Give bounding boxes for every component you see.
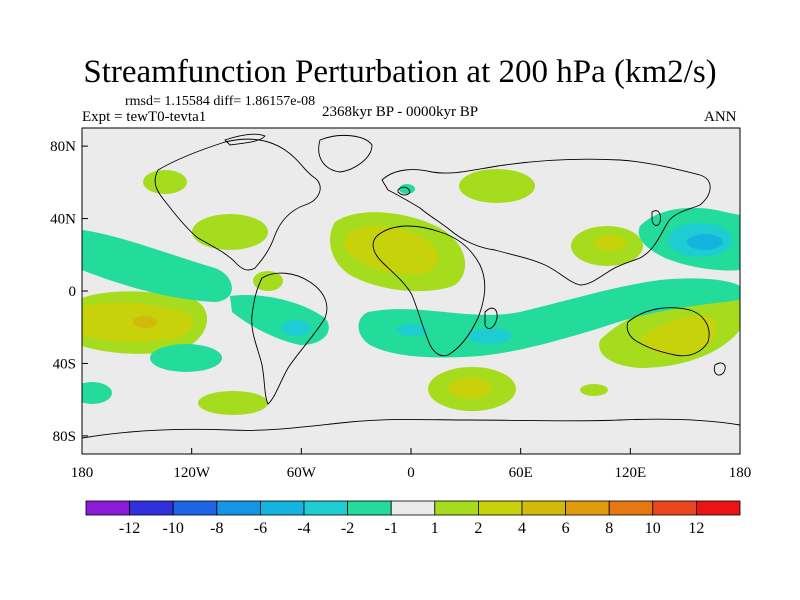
colorbar-swatch xyxy=(521,500,566,516)
colorbar-swatch xyxy=(434,500,479,516)
anomaly-africa-neg-core xyxy=(468,328,512,344)
colorbar-label: -1 xyxy=(385,520,398,537)
anomaly-s-atlantic-neg-core xyxy=(397,324,427,336)
colorbar-label: 12 xyxy=(688,520,704,537)
colorbar: -12 -10 -8 -6 -4 -2 -1 1 2 4 6 8 10 12 xyxy=(85,500,741,537)
colorbar-label: -12 xyxy=(119,520,140,537)
lat-tick-label: 0 xyxy=(69,284,77,300)
lon-tick-label: 180 xyxy=(729,465,752,481)
coast-japan xyxy=(651,210,661,226)
coastlines xyxy=(82,133,740,439)
anomaly-e-pacific-core xyxy=(281,320,311,336)
anomaly-s-indian-band xyxy=(358,278,740,358)
latitude-axis: 80N 40N 0 40S 80S xyxy=(50,139,88,445)
colorbar-label: 8 xyxy=(605,520,613,537)
lon-tick-label: 120W xyxy=(173,465,211,481)
colorbar-swatch xyxy=(85,500,130,516)
colorbar-swatch xyxy=(172,500,218,516)
colorbar-swatch xyxy=(347,500,392,516)
lat-tick-label: 80S xyxy=(53,429,76,445)
colorbar-label: -4 xyxy=(297,520,310,537)
page-title: Streamfunction Perturbation at 200 hPa (… xyxy=(83,54,717,90)
anomaly-nw-pacific-core xyxy=(687,234,723,250)
lat-tick-label: 40S xyxy=(53,356,76,372)
anomaly-s-atlantic-core xyxy=(448,377,492,399)
anomaly-s-pacific xyxy=(198,391,268,415)
coast-british-isles xyxy=(397,186,411,196)
colorbar-swatch xyxy=(129,500,174,516)
positive-anomalies xyxy=(82,169,740,415)
lon-tick-label: 120E xyxy=(614,465,646,481)
season-label: ANN xyxy=(704,109,737,125)
anomaly-n-america xyxy=(192,214,268,250)
anomaly-sw-pacific-max xyxy=(133,316,157,328)
coast-antarctica xyxy=(82,418,740,439)
anomaly-far-s-pacific xyxy=(82,382,112,404)
colorbar-swatch xyxy=(608,500,654,516)
anomaly-eurasia xyxy=(459,169,535,203)
anomaly-s-pacific-neg xyxy=(150,344,222,372)
coast-australia xyxy=(626,307,710,357)
anomaly-caribbean xyxy=(253,271,283,291)
colorbar-label: 10 xyxy=(645,520,661,537)
colorbar-label: 2 xyxy=(474,520,482,537)
colorbar-label: -6 xyxy=(254,520,267,537)
anomaly-australia-core xyxy=(640,316,718,357)
colorbar-label: 1 xyxy=(431,520,439,537)
longitude-axis: 180 120W 60W 0 60E 120E 180 xyxy=(71,448,752,481)
coast-eurasia xyxy=(381,158,711,286)
colorbar-swatch xyxy=(696,500,741,516)
colorbar-label: -2 xyxy=(341,520,354,537)
anomaly-tropical-atlantic-core xyxy=(344,226,439,275)
lon-tick-label: 60E xyxy=(509,465,533,481)
coast-madagascar xyxy=(484,307,498,329)
anomaly-n-pacific xyxy=(143,170,187,194)
coast-africa xyxy=(372,225,486,357)
colorbar-swatch xyxy=(390,500,436,516)
colorbar-label: 6 xyxy=(562,520,570,537)
colorbar-label: -10 xyxy=(163,520,184,537)
experiment-label: Expt = tewT0-tevta1 xyxy=(82,109,207,125)
anomaly-ne-pacific-band xyxy=(82,230,232,302)
negative-anomalies xyxy=(82,184,740,404)
lon-tick-label: 0 xyxy=(407,465,415,481)
anomaly-s-indian xyxy=(580,384,608,396)
period-label: 2368kyr BP - 0000kyr BP xyxy=(322,104,479,120)
lon-tick-label: 60W xyxy=(287,465,317,481)
colorbar-swatch xyxy=(477,500,523,516)
colorbar-swatch xyxy=(259,500,305,516)
lon-tick-label: 180 xyxy=(71,465,94,481)
colorbar-label: 4 xyxy=(518,520,526,537)
stats-text: rmsd= 1.15584 diff= 1.86157e-08 xyxy=(125,94,316,109)
lat-tick-label: 40N xyxy=(50,212,76,228)
coast-new-zealand xyxy=(713,362,726,376)
anomaly-china-core xyxy=(594,235,626,251)
contour-layer xyxy=(82,128,740,454)
coast-arctic-islands xyxy=(224,133,266,146)
anomaly-europe xyxy=(399,184,415,194)
colorbar-swatch xyxy=(652,500,697,516)
colorbar-label: -8 xyxy=(210,520,223,537)
colorbar-swatch xyxy=(565,500,610,516)
coast-south-america xyxy=(251,272,328,405)
colorbar-swatch xyxy=(216,500,261,516)
lat-tick-label: 80N xyxy=(50,139,76,155)
coast-greenland xyxy=(318,134,373,173)
coast-north-america xyxy=(154,138,321,271)
colorbar-swatch xyxy=(303,500,348,516)
